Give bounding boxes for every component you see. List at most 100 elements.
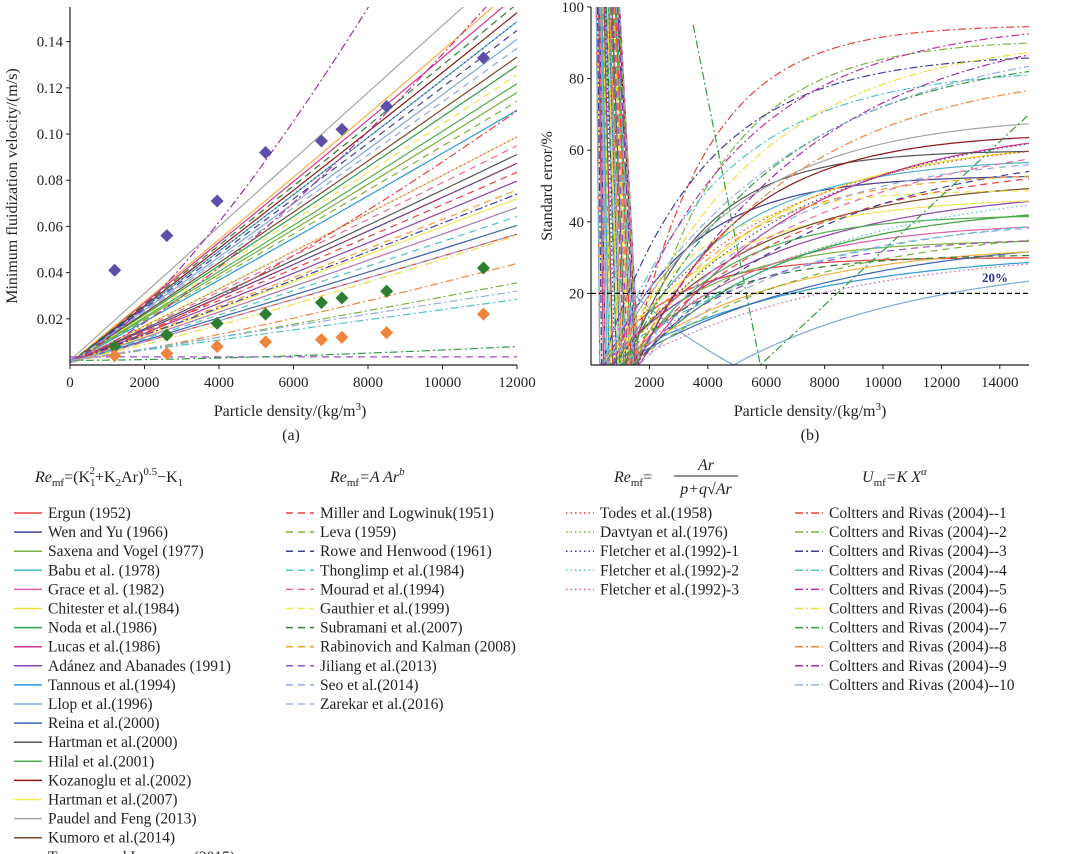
error-curve (603, 7, 1029, 365)
legend-item: Coltters and Rivas (2004)--2 (795, 524, 1007, 541)
legend-label: Subramani et al.(2007) (320, 620, 462, 637)
x-tick-label-b: 6000 (751, 375, 781, 391)
data-point (160, 229, 174, 243)
legend: Ergun (1952) Wen and Yu (1966) Saxena and … (14, 505, 1015, 854)
legend-item: Kozanoglu et al.(2002) (14, 772, 191, 789)
error-curves-b (595, 7, 1029, 365)
y-tick-label-b: 80 (569, 72, 584, 88)
data-point (314, 134, 328, 148)
y-tick-label-a: 0.02 (37, 312, 63, 328)
legend-label: Saxena and Vogel (1977) (48, 543, 204, 560)
legend-item: Coltters and Rivas (2004)--8 (795, 639, 1007, 656)
legend-label: Coltters and Rivas (2004)--5 (829, 581, 1007, 598)
error-curve (595, 7, 1029, 365)
data-point (476, 51, 490, 65)
legend-item: Subramani et al.(2007) (286, 620, 462, 637)
curve-a (70, 153, 517, 364)
error-curve (602, 7, 1029, 365)
y-axis-label-b: Standard error/% (539, 131, 556, 241)
legend-label: Fletcher et al.(1992)-1 (600, 543, 739, 560)
curve-a (70, 198, 517, 364)
error-curve (610, 7, 1029, 365)
error-curve (614, 7, 1029, 365)
legend-label: Rowe and Henwood (1961) (320, 543, 492, 560)
error-curve (619, 7, 1029, 365)
curve-a (70, 207, 517, 364)
legend-item: Fletcher et al.(1992)-3 (566, 581, 739, 598)
data-point (160, 346, 174, 360)
legend-label: Davtyan et al.(1976) (600, 524, 728, 541)
legend-item: Thonglimp et al.(1984) (286, 562, 464, 579)
error-curve (600, 7, 1029, 365)
curve-a (70, 30, 517, 364)
legend-item: Rabinovich and Kalman (2008) (286, 639, 516, 656)
x-tick-label-a: 0 (66, 375, 74, 391)
legend-label: Coltters and Rivas (2004)--8 (829, 639, 1007, 656)
error-curve (613, 7, 1029, 365)
legend-item: Kumoro et al.(2014) (14, 830, 175, 847)
legend-label: Kumoro et al.(2014) (48, 830, 175, 847)
formula-numerator: Ar (697, 457, 715, 474)
curve-a (70, 145, 517, 364)
legend-item: Miller and Logwinuk(1951) (286, 505, 494, 522)
chart-panel-a: 0 2000 4000 6000 8000 10000 12000 0.02 0.04 0.06 0… (4, 7, 536, 444)
legend-item: Coltters and Rivas (2004)--6 (795, 601, 1007, 618)
legend-label: Paudel and Feng (2013) (48, 811, 197, 828)
y-tick-label-a: 0.10 (37, 127, 63, 143)
x-tick-label-b: 12000 (923, 375, 961, 391)
legend-label: Wen and Yu (1966) (48, 524, 168, 541)
curve-a (70, 65, 517, 364)
curve-a (70, 21, 517, 364)
data-point (108, 349, 122, 363)
error-curve (595, 7, 1029, 365)
error-curve (615, 7, 1029, 365)
x-axis-label-b: Particle density/(kg/m3) (734, 401, 887, 420)
legend-formulas: Remf=(K12+K2Ar)0.5−K1 Remf=A Arb Remf= A… (34, 457, 927, 498)
legend-item: Todes et al.(1958) (566, 505, 712, 522)
legend-item: Paudel and Feng (2013) (14, 811, 197, 828)
legend-label: Gauthier et al.(1999) (320, 601, 450, 618)
ticks-b: 2000 4000 6000 8000 10000 12000 14000 20 40 60 80 1… (562, 0, 1019, 391)
error-curve (614, 7, 1029, 365)
legend-item: Coltters and Rivas (2004)--10 (795, 677, 1015, 694)
data-point (259, 146, 273, 160)
legend-label: Reina et al.(2000) (48, 715, 159, 732)
data-point (476, 261, 490, 275)
curve-a (70, 136, 517, 364)
error-curve (605, 7, 1029, 365)
curve-a (70, 171, 517, 364)
legend-label: Thonglimp et al.(1984) (320, 562, 464, 579)
curve-a (70, 7, 487, 361)
curve-a (70, 345, 517, 361)
legend-label: Adánez and Abanades (1991) (48, 658, 231, 675)
curve-a (70, 233, 517, 364)
legend-item: Mourad et al.(1994) (286, 581, 444, 598)
error-curve (606, 7, 1029, 365)
x-tick-label-a: 10000 (424, 375, 462, 391)
error-curve (692, 24, 1029, 365)
legend-label: Kozanoglu et al.(2002) (48, 772, 191, 789)
legend-item: Rowe and Henwood (1961) (286, 543, 492, 560)
legend-item: Chitester et al.(1984) (14, 601, 179, 618)
data-point (476, 307, 490, 321)
x-tick-label-b: 10000 (864, 375, 902, 391)
error-curve (603, 7, 1029, 365)
legend-label: Llop et al.(1996) (48, 696, 153, 713)
y-tick-label-a: 0.08 (37, 173, 63, 189)
data-point (335, 291, 349, 305)
data-point (335, 122, 349, 136)
legend-item: Adánez and Abanades (1991) (14, 658, 231, 675)
error-curve (597, 7, 1029, 365)
legend-item: Davtyan et al.(1976) (566, 524, 728, 541)
data-point (380, 326, 394, 340)
data-point (259, 335, 273, 349)
legend-item: Coltters and Rivas (2004)--3 (795, 543, 1007, 560)
curve-a (70, 290, 517, 361)
error-curve (612, 7, 1029, 365)
legend-label: Coltters and Rivas (2004)--9 (829, 658, 1007, 675)
error-curve (616, 7, 1029, 365)
error-curve (611, 7, 1029, 365)
legend-item: Coltters and Rivas (2004)--1 (795, 505, 1007, 522)
error-curve (601, 7, 1029, 365)
